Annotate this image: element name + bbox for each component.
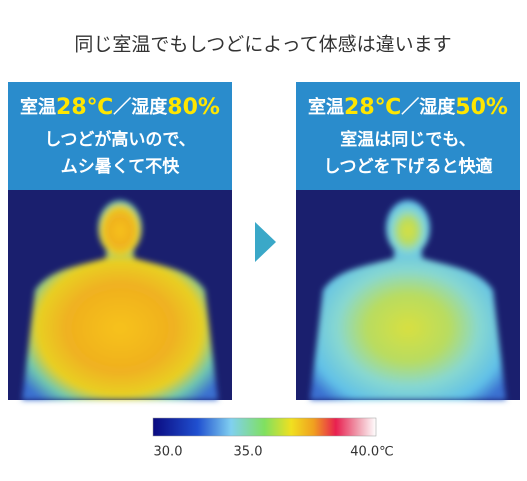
- heading-part: ／湿度: [113, 96, 168, 118]
- heading-part: 28℃: [344, 95, 401, 120]
- panel-header: [8, 82, 232, 190]
- panel-caption: しつどを下げると快適: [324, 156, 493, 177]
- panel-heading: 室温28℃／湿度80%: [20, 95, 220, 120]
- heading-part: 80%: [167, 95, 220, 120]
- body-head: [98, 200, 142, 256]
- body-silhouette: [310, 200, 506, 400]
- body-head: [386, 200, 430, 256]
- color-scale: [152, 417, 377, 437]
- panel-caption: ムシ暑くて不快: [61, 156, 180, 177]
- heading-part: 室温: [308, 96, 344, 118]
- body-torso: [310, 240, 506, 400]
- body-torso: [22, 240, 218, 400]
- heading-part: 50%: [455, 95, 508, 120]
- body-silhouette: [22, 200, 218, 400]
- panel-caption: 室温は同じでも、: [340, 129, 476, 150]
- scale-label: 35.0: [234, 445, 263, 460]
- heading-part: 室温: [20, 96, 56, 118]
- panel-caption: しつどが高いので、: [44, 129, 195, 150]
- title: 同じ室温でもしつどによって体感は違います: [74, 34, 451, 56]
- scale-label: 40.0℃: [350, 445, 394, 460]
- heading-part: 28℃: [56, 95, 113, 120]
- scale-label: 30.0: [154, 445, 183, 460]
- heading-part: ／湿度: [401, 96, 456, 118]
- arrow: [255, 222, 276, 262]
- panel-header: [296, 82, 520, 190]
- panel-heading: 室温28℃／湿度50%: [308, 95, 508, 120]
